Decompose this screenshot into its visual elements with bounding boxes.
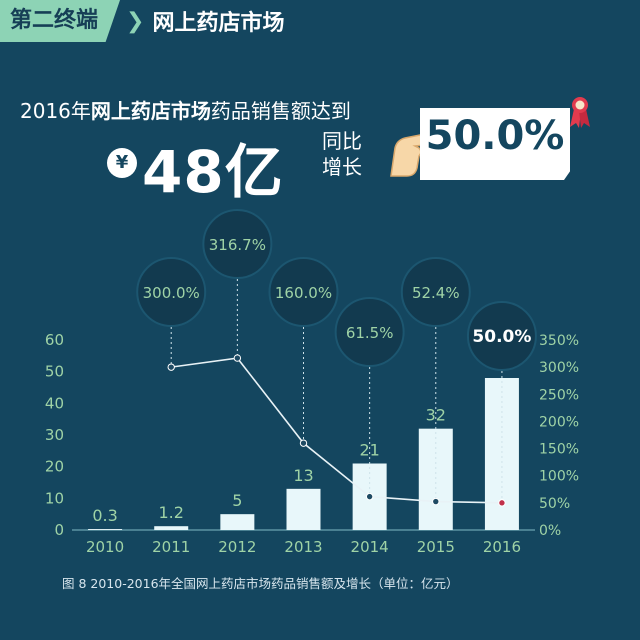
x-tick-label: 2011 — [152, 538, 190, 556]
growth-bubble-label: 300.0% — [143, 284, 200, 302]
growth-line — [171, 357, 502, 504]
sales-amount: 48亿 — [142, 138, 284, 206]
bar — [484, 378, 519, 530]
x-tick-label: 2012 — [218, 538, 256, 556]
y-tick-label: 0 — [54, 521, 64, 539]
growth-bubble-label: 316.7% — [209, 236, 266, 254]
x-tick-label: 2010 — [86, 538, 124, 556]
growth-point — [233, 354, 242, 362]
y2-tick-label: 0% — [539, 523, 561, 539]
bar — [154, 526, 189, 530]
growth-bubble — [334, 297, 405, 367]
bar-value-label: 13 — [293, 466, 313, 485]
y2-tick-label: 150% — [539, 442, 579, 458]
section-tag: 第二终端 — [0, 0, 121, 42]
section-title: ❯ 网上药店市场 — [126, 5, 284, 37]
growth-label-line2: 增长 — [322, 155, 362, 179]
y2-tick-label: 250% — [539, 387, 579, 403]
x-tick-label: 2015 — [417, 538, 455, 556]
y-tick-label: 60 — [45, 331, 64, 349]
y2-tick-label: 50% — [539, 496, 570, 512]
bar-value-label: 0.3 — [92, 506, 117, 525]
yen-icon: ¥ — [107, 148, 137, 178]
section-title-text: 网上药店市场 — [152, 11, 285, 36]
y2-tick-label: 200% — [539, 414, 579, 430]
chevron-right-icon: ❯ — [126, 8, 145, 34]
y-tick-label: 40 — [45, 394, 64, 412]
x-tick-label: 2014 — [351, 538, 389, 556]
headline-suffix: 药品销售额达到 — [210, 99, 351, 123]
y2-tick-label: 100% — [539, 469, 579, 485]
y-tick-label: 20 — [45, 458, 64, 476]
y-tick-label: 30 — [45, 426, 64, 444]
x-tick-label: 2013 — [284, 538, 322, 556]
growth-bubble — [268, 257, 339, 327]
growth-point — [299, 439, 308, 447]
growth-bubble-label: 52.4% — [412, 284, 460, 302]
growth-bubble-label: 50.0% — [472, 327, 531, 347]
headline: 2016年网上药店市场药品销售额达到 — [20, 95, 351, 124]
y-tick-label: 10 — [45, 489, 64, 507]
growth-point — [365, 492, 374, 501]
growth-point — [167, 363, 175, 371]
bar-value-label: 1.2 — [158, 503, 183, 522]
bar-value-label: 5 — [232, 491, 242, 510]
growth-bubble — [466, 301, 537, 371]
growth-point — [432, 497, 440, 506]
growth-label-line1: 同比 — [322, 129, 362, 153]
headline-prefix: 2016年 — [20, 99, 91, 123]
y2-tick-label: 350% — [539, 333, 579, 349]
bar — [88, 529, 123, 530]
growth-bubble — [202, 209, 273, 279]
bar-value-label: 32 — [426, 406, 446, 425]
bar-value-label: 21 — [359, 441, 379, 460]
award-ribbon-icon — [570, 97, 590, 128]
bar — [418, 428, 453, 530]
growth-badge — [420, 108, 570, 180]
y2-tick-label: 300% — [539, 360, 579, 376]
y-tick-label: 50 — [45, 363, 64, 381]
x-tick-label: 2016 — [483, 538, 521, 556]
growth-label: 同比 增长 — [322, 128, 362, 180]
bar — [220, 514, 255, 530]
growth-point — [498, 499, 506, 507]
header-banner: 第二终端 ❯ 网上药店市场 — [0, 0, 284, 42]
growth-bubble — [400, 257, 471, 327]
figure-caption: 图 8 2010-2016年全国网上药店市场药品销售额及增长（单位：亿元） — [62, 576, 459, 591]
growth-bubble-label: 160.0% — [275, 284, 332, 302]
bar — [286, 488, 321, 530]
growth-bubble — [136, 257, 207, 327]
growth-bubble-label: 61.5% — [346, 324, 394, 342]
headline-emph: 网上药店市场 — [90, 99, 211, 123]
growth-value: 50.0% — [425, 113, 565, 159]
